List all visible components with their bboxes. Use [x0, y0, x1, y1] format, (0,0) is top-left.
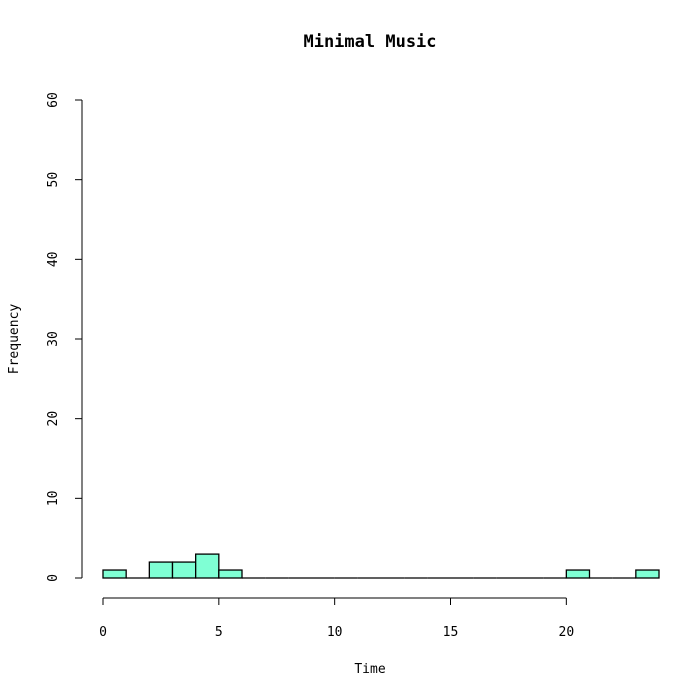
histogram-bar [218, 569, 243, 579]
x-axis: 0 5 10 15 20 [99, 597, 575, 640]
y-tick-label: 40 [46, 252, 61, 268]
x-tick-label: 10 [327, 625, 343, 640]
y-tick-label: 60 [46, 92, 61, 108]
y-tick-label: 30 [46, 331, 61, 347]
x-tick-label: 0 [99, 625, 107, 640]
histogram-bar [565, 569, 591, 579]
y-axis-label: Frequency [7, 304, 22, 375]
y-tick-label: 0 [46, 574, 61, 582]
y-tick-label: 20 [46, 411, 61, 427]
bar-group [102, 553, 660, 579]
x-tick-label: 5 [215, 625, 223, 640]
x-axis-label: Time [354, 662, 385, 677]
histogram-bar [148, 561, 174, 579]
y-axis: 0 10 20 30 40 50 60 [46, 92, 83, 582]
histogram-bar [635, 569, 660, 579]
chart-title: Minimal Music [303, 32, 436, 52]
x-tick-label: 15 [443, 625, 459, 640]
y-tick-label: 50 [46, 172, 61, 188]
x-tick-label: 20 [559, 625, 575, 640]
histogram-bar [195, 553, 220, 579]
histogram-bar [102, 569, 127, 579]
y-tick-label: 10 [46, 491, 61, 507]
histogram-bar [171, 561, 197, 579]
